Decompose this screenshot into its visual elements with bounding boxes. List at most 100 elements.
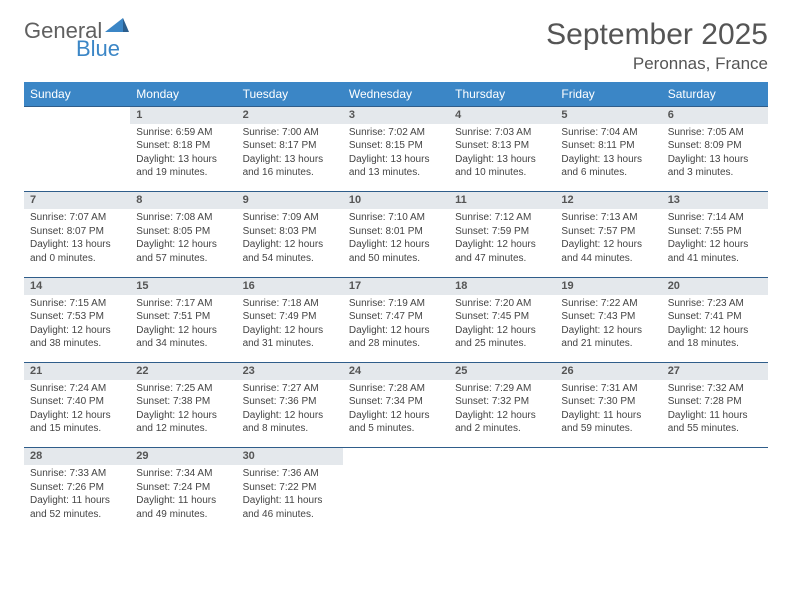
day-cell-line: Daylight: 13 hours <box>136 153 230 167</box>
day-cell-line: Sunset: 7:53 PM <box>30 310 124 324</box>
day-cell-line: Daylight: 12 hours <box>455 324 549 338</box>
day-cell <box>449 465 555 533</box>
day-cell: Sunrise: 7:32 AMSunset: 7:28 PMDaylight:… <box>662 380 768 448</box>
day-cell-line: Daylight: 13 hours <box>455 153 549 167</box>
day-cell-line: Sunset: 8:01 PM <box>349 225 443 239</box>
day-cell-line: and 44 minutes. <box>561 252 655 266</box>
day-cell-line: and 41 minutes. <box>668 252 762 266</box>
day-cell <box>662 465 768 533</box>
day-cell-line: Sunrise: 7:05 AM <box>668 126 762 140</box>
day-number: 18 <box>449 277 555 294</box>
day-content-row: Sunrise: 7:33 AMSunset: 7:26 PMDaylight:… <box>24 465 768 533</box>
day-cell: Sunrise: 7:25 AMSunset: 7:38 PMDaylight:… <box>130 380 236 448</box>
day-cell-line: Sunrise: 7:33 AM <box>30 467 124 481</box>
day-cell-line: Sunrise: 7:36 AM <box>243 467 337 481</box>
day-cell-line: Sunrise: 7:00 AM <box>243 126 337 140</box>
day-cell-line: and 2 minutes. <box>455 422 549 436</box>
day-content-row: Sunrise: 7:24 AMSunset: 7:40 PMDaylight:… <box>24 380 768 448</box>
day-cell: Sunrise: 7:20 AMSunset: 7:45 PMDaylight:… <box>449 295 555 363</box>
day-cell-line: Sunrise: 7:23 AM <box>668 297 762 311</box>
day-cell-line: Daylight: 11 hours <box>668 409 762 423</box>
day-cell-line: Daylight: 12 hours <box>30 409 124 423</box>
day-cell-line: Sunrise: 7:31 AM <box>561 382 655 396</box>
day-cell-line: Sunrise: 7:22 AM <box>561 297 655 311</box>
day-cell-line: Sunrise: 7:28 AM <box>349 382 443 396</box>
weekday-header: Sunday <box>24 82 130 107</box>
day-number: 7 <box>24 192 130 209</box>
day-cell-line: Daylight: 12 hours <box>243 324 337 338</box>
day-cell: Sunrise: 7:24 AMSunset: 7:40 PMDaylight:… <box>24 380 130 448</box>
day-cell-line: and 28 minutes. <box>349 337 443 351</box>
day-cell-line: and 55 minutes. <box>668 422 762 436</box>
calendar-table: Sunday Monday Tuesday Wednesday Thursday… <box>24 82 768 533</box>
day-cell-line: Sunset: 7:36 PM <box>243 395 337 409</box>
day-cell-line: Daylight: 12 hours <box>349 324 443 338</box>
day-cell-line: Daylight: 13 hours <box>561 153 655 167</box>
day-cell-line: and 8 minutes. <box>243 422 337 436</box>
day-cell: Sunrise: 7:27 AMSunset: 7:36 PMDaylight:… <box>237 380 343 448</box>
day-cell-line: Sunrise: 7:04 AM <box>561 126 655 140</box>
day-cell-line: Daylight: 12 hours <box>668 324 762 338</box>
day-cell: Sunrise: 7:17 AMSunset: 7:51 PMDaylight:… <box>130 295 236 363</box>
day-cell-line: Sunrise: 7:09 AM <box>243 211 337 225</box>
day-number: 8 <box>130 192 236 209</box>
day-cell-line: and 3 minutes. <box>668 166 762 180</box>
day-cell-line: Sunset: 8:07 PM <box>30 225 124 239</box>
day-cell-line: and 19 minutes. <box>136 166 230 180</box>
day-cell-line: Sunrise: 7:29 AM <box>455 382 549 396</box>
day-cell: Sunrise: 6:59 AMSunset: 8:18 PMDaylight:… <box>130 124 236 192</box>
brand-logo: General Blue <box>24 18 129 44</box>
month-title: September 2025 <box>546 18 768 52</box>
day-cell: Sunrise: 7:22 AMSunset: 7:43 PMDaylight:… <box>555 295 661 363</box>
day-cell-line: Sunset: 7:49 PM <box>243 310 337 324</box>
day-cell <box>555 465 661 533</box>
day-cell-line: Sunset: 7:22 PM <box>243 481 337 495</box>
day-cell-line: and 49 minutes. <box>136 508 230 522</box>
day-cell-line: Daylight: 12 hours <box>136 409 230 423</box>
day-cell-line: and 5 minutes. <box>349 422 443 436</box>
day-cell-line: Daylight: 11 hours <box>561 409 655 423</box>
day-number: 12 <box>555 192 661 209</box>
weekday-header: Monday <box>130 82 236 107</box>
day-cell-line: and 46 minutes. <box>243 508 337 522</box>
location-label: Peronnas, France <box>546 54 768 74</box>
day-cell-line: Sunset: 8:11 PM <box>561 139 655 153</box>
day-number <box>555 448 661 465</box>
day-cell-line: Sunset: 7:24 PM <box>136 481 230 495</box>
day-number: 21 <box>24 363 130 380</box>
day-number-row: 21222324252627 <box>24 363 768 380</box>
day-cell-line: Sunset: 8:13 PM <box>455 139 549 153</box>
day-cell-line: and 57 minutes. <box>136 252 230 266</box>
day-number: 2 <box>237 107 343 124</box>
day-cell-line: Daylight: 12 hours <box>561 324 655 338</box>
day-cell-line: Daylight: 12 hours <box>243 409 337 423</box>
day-cell-line: Sunset: 7:47 PM <box>349 310 443 324</box>
day-number: 29 <box>130 448 236 465</box>
day-cell-line: Sunrise: 7:12 AM <box>455 211 549 225</box>
day-cell: Sunrise: 7:14 AMSunset: 7:55 PMDaylight:… <box>662 209 768 277</box>
day-cell-line: Sunrise: 7:17 AM <box>136 297 230 311</box>
day-cell-line: Daylight: 11 hours <box>243 494 337 508</box>
day-cell-line: Sunset: 7:51 PM <box>136 310 230 324</box>
day-cell-line: and 10 minutes. <box>455 166 549 180</box>
day-cell-line: Daylight: 12 hours <box>136 238 230 252</box>
day-cell-line: Sunrise: 7:19 AM <box>349 297 443 311</box>
day-cell-line: Sunset: 7:55 PM <box>668 225 762 239</box>
day-number: 25 <box>449 363 555 380</box>
day-cell: Sunrise: 7:36 AMSunset: 7:22 PMDaylight:… <box>237 465 343 533</box>
day-cell: Sunrise: 7:05 AMSunset: 8:09 PMDaylight:… <box>662 124 768 192</box>
day-cell-line: and 47 minutes. <box>455 252 549 266</box>
weekday-header: Thursday <box>449 82 555 107</box>
day-cell-line: Daylight: 12 hours <box>668 238 762 252</box>
day-cell-line: and 59 minutes. <box>561 422 655 436</box>
day-cell <box>24 124 130 192</box>
day-number-row: 123456 <box>24 107 768 124</box>
brand-text-blue: Blue <box>76 36 120 62</box>
day-cell-line: Sunrise: 7:07 AM <box>30 211 124 225</box>
day-cell: Sunrise: 7:23 AMSunset: 7:41 PMDaylight:… <box>662 295 768 363</box>
day-cell: Sunrise: 7:31 AMSunset: 7:30 PMDaylight:… <box>555 380 661 448</box>
day-cell: Sunrise: 7:13 AMSunset: 7:57 PMDaylight:… <box>555 209 661 277</box>
weekday-header: Tuesday <box>237 82 343 107</box>
day-cell-line: Sunset: 7:41 PM <box>668 310 762 324</box>
day-number: 16 <box>237 277 343 294</box>
